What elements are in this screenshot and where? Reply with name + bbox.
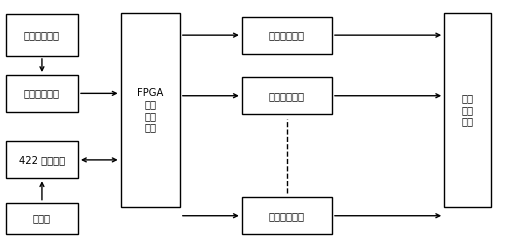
Text: 上位机: 上位机	[33, 213, 51, 223]
Text: 信号转换模块: 信号转换模块	[269, 30, 305, 40]
Text: 信号转换模块: 信号转换模块	[269, 91, 305, 101]
FancyBboxPatch shape	[6, 75, 78, 112]
FancyBboxPatch shape	[242, 197, 332, 234]
Text: 信号转换模块: 信号转换模块	[269, 211, 305, 221]
Text: 脉冲
信号
输出: 脉冲 信号 输出	[461, 93, 474, 127]
Text: 信号隔离模块: 信号隔离模块	[24, 88, 60, 98]
Text: FPGA
控制
时序
模块: FPGA 控制 时序 模块	[137, 88, 163, 132]
FancyBboxPatch shape	[6, 14, 78, 56]
FancyBboxPatch shape	[120, 13, 180, 207]
Text: 422 串口模块: 422 串口模块	[19, 155, 65, 165]
FancyBboxPatch shape	[242, 77, 332, 114]
FancyBboxPatch shape	[242, 17, 332, 54]
FancyBboxPatch shape	[6, 141, 78, 178]
FancyBboxPatch shape	[6, 203, 78, 234]
FancyBboxPatch shape	[444, 13, 491, 207]
Text: 触发信号脉冲: 触发信号脉冲	[24, 30, 60, 40]
